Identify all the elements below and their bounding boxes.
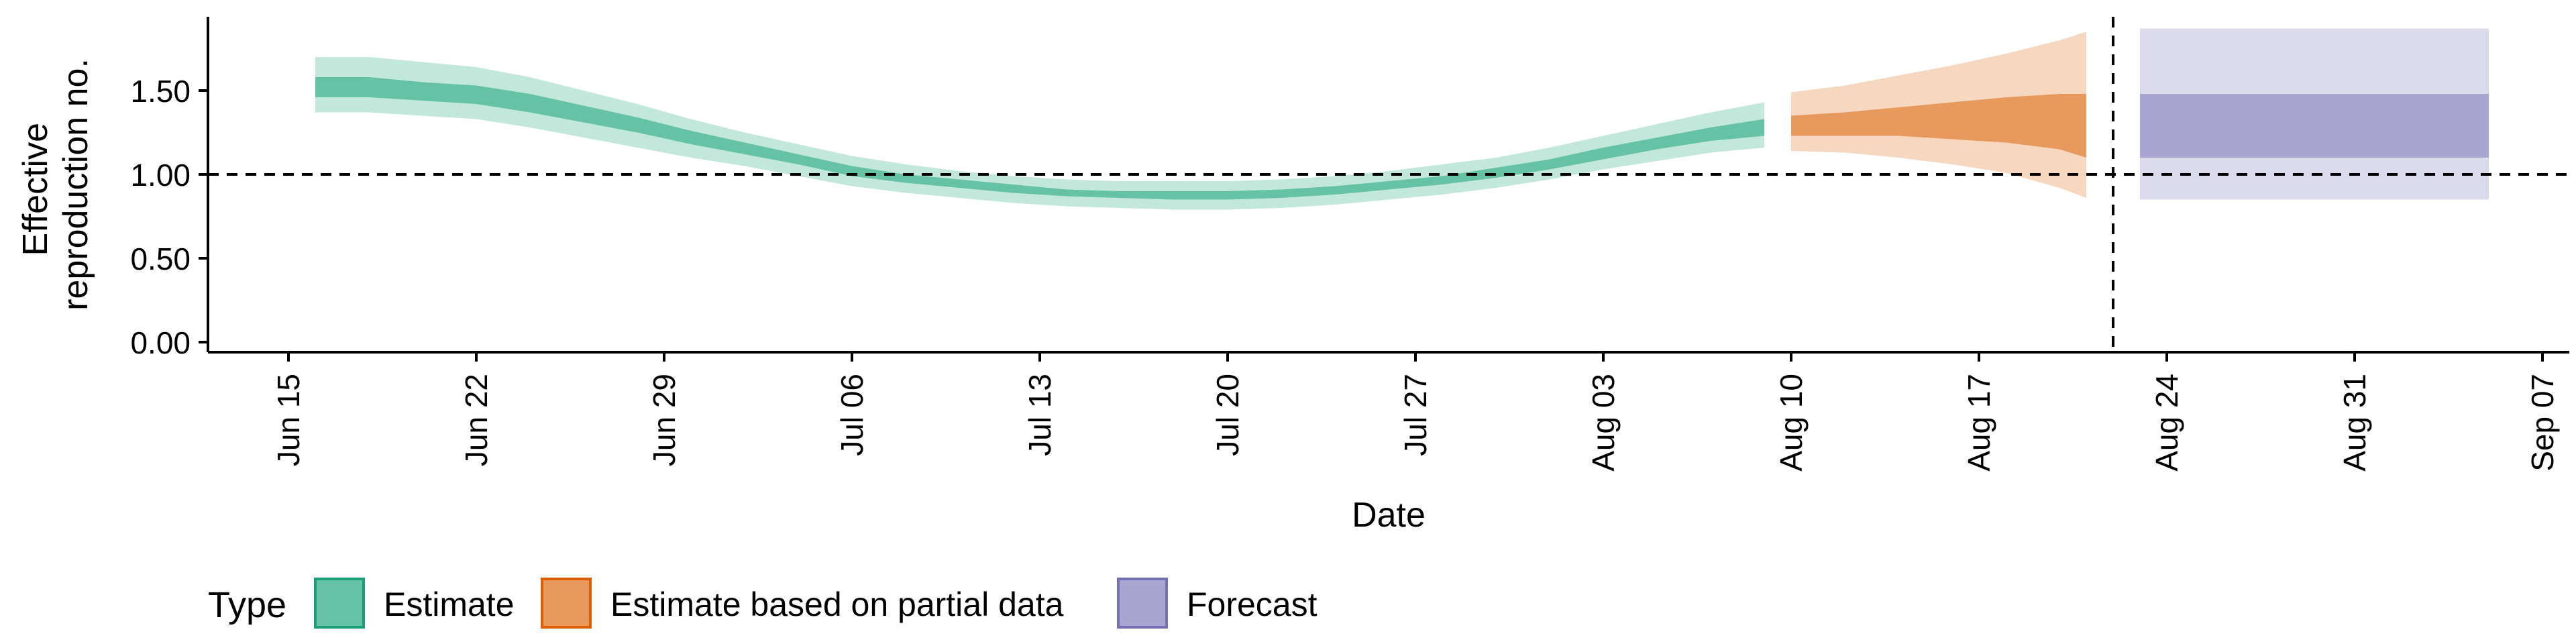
legend-items: Estimate Estimate based on partial data Fo…: [314, 578, 1318, 629]
x-tick-label: Sep 07: [2525, 374, 2560, 472]
y-axis-title: Effective reproduction no.: [16, 58, 95, 311]
y-tick-label: 1.50: [130, 74, 191, 109]
x-ticks: Jun 15 Jun 22 Jun 29 Jul 06 Jul 13 Jul 20 Jul …: [271, 352, 2560, 472]
y-axis-title-line-2: reproduction no.: [56, 58, 95, 311]
y-ticks: 0.00 0.50 1.00 1.50: [130, 74, 208, 360]
y-axis-title-line-1: Effective: [16, 123, 55, 256]
legend-label: Estimate based on partial data: [610, 586, 1064, 623]
x-tick-label: Jul 20: [1210, 374, 1245, 456]
x-axis-title: Date: [1352, 496, 1426, 535]
x-tick-label: Aug 03: [1586, 374, 1621, 472]
y-tick-label: 0.00: [130, 325, 191, 360]
y-tick-label: 0.50: [130, 241, 191, 276]
legend-swatch: [541, 578, 592, 629]
x-tick-label: Jun 29: [647, 374, 682, 466]
x-tick-label: Jul 13: [1022, 374, 1057, 456]
y-tick-label: 1.00: [130, 158, 191, 193]
legend-swatch: [314, 578, 365, 629]
legend-swatch: [1117, 578, 1168, 629]
x-tick-label: Aug 10: [1774, 374, 1809, 472]
estimate-band-50: [315, 77, 1764, 200]
estimate-based-on-partial-data-band-50: [1791, 94, 2086, 158]
x-tick-label: Jul 27: [1398, 374, 1433, 456]
legend-title: Type: [208, 585, 286, 625]
x-tick-label: Aug 31: [2337, 374, 2372, 472]
x-tick-label: Jun 15: [271, 374, 306, 466]
plot-bands: [315, 28, 2489, 210]
x-tick-label: Jun 22: [459, 374, 494, 466]
x-tick-label: Jul 06: [835, 374, 869, 456]
legend-label: Estimate: [384, 586, 515, 623]
axes: 0.00 0.50 1.00 1.50 Jun 15 Jun 22 Jun 29 Jul 0…: [130, 17, 2569, 472]
estimate-band-90: [315, 57, 1764, 210]
x-tick-label: Aug 17: [1962, 374, 1996, 472]
forecast-band-50: [2140, 94, 2489, 158]
x-tick-label: Aug 24: [2149, 374, 2184, 472]
legend-label: Forecast: [1187, 586, 1318, 623]
legend: Type Estimate Estimate based on partial d…: [208, 578, 1318, 629]
